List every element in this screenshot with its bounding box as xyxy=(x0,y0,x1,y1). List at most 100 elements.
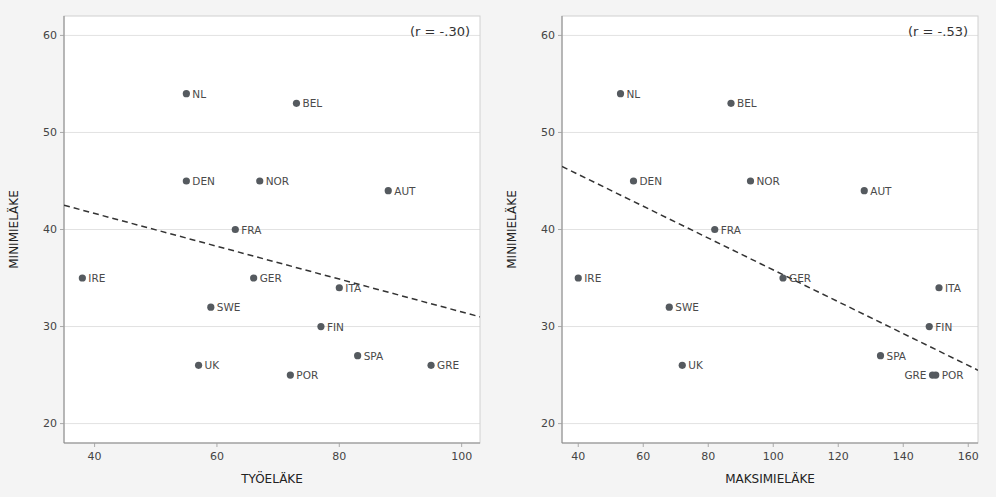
x-axis-line xyxy=(64,443,480,444)
point xyxy=(926,323,933,330)
x-tick-label: 100 xyxy=(763,450,784,463)
panel: 2030405060406080100120140160(r = -.53)IR… xyxy=(504,16,979,486)
point xyxy=(250,274,257,281)
tick-mark xyxy=(643,443,644,447)
point xyxy=(232,226,239,233)
x-axis-label: TYÖELÄKE xyxy=(240,470,303,486)
point-label: GRE xyxy=(437,359,459,371)
point xyxy=(575,274,582,281)
point xyxy=(427,362,434,369)
point-label: UK xyxy=(205,359,221,371)
point-label: SWE xyxy=(675,301,699,313)
point-label: NOR xyxy=(757,175,780,187)
tick-mark xyxy=(339,443,340,447)
tick-mark xyxy=(708,443,709,447)
y-axis-line xyxy=(64,16,65,443)
point xyxy=(336,284,343,291)
point-label: GRE xyxy=(904,369,926,381)
point xyxy=(287,371,294,378)
y-axis-label: MINIMIELÄKE xyxy=(6,190,21,269)
panel: 20 30 40 50 60 40 60 80 100 (r = -.30) IRE NL DEN UK F… xyxy=(6,16,480,486)
correlation-annotation: (r = -.30) xyxy=(410,24,470,39)
point-label: DEN xyxy=(192,175,215,187)
y-tick-label: 30 xyxy=(43,320,57,333)
x-tick-label: 60 xyxy=(210,450,224,463)
point-label: IRE xyxy=(584,272,601,284)
point-label: SWE xyxy=(217,301,241,313)
y-tick-label: 40 xyxy=(43,223,57,236)
grid-line xyxy=(64,423,480,424)
tick-mark xyxy=(60,326,64,327)
grid-line xyxy=(562,229,978,230)
point xyxy=(779,274,786,281)
x-tick-label: 80 xyxy=(332,450,346,463)
point-label: FRA xyxy=(241,224,262,236)
trend-line xyxy=(64,205,480,317)
tick-mark xyxy=(838,443,839,447)
point-label: SPA xyxy=(364,350,384,362)
point xyxy=(877,352,884,359)
point-label: FIN xyxy=(935,321,952,333)
plot-frame xyxy=(562,16,978,443)
tick-mark xyxy=(558,423,562,424)
figure: 20 30 40 50 60 40 60 80 100 (r = -.30) IRE NL DEN UK F… xyxy=(0,0,996,497)
point xyxy=(711,226,718,233)
point-label: POR xyxy=(296,369,318,381)
tick-mark xyxy=(578,443,579,447)
point xyxy=(861,187,868,194)
grid-line xyxy=(562,423,978,424)
point xyxy=(935,284,942,291)
tick-mark xyxy=(558,35,562,36)
x-tick-label: 120 xyxy=(828,450,849,463)
y-tick-label: 60 xyxy=(43,29,57,42)
x-tick-label: 100 xyxy=(451,450,472,463)
point xyxy=(79,274,86,281)
y-tick-label: 50 xyxy=(43,126,57,139)
point-label: UK xyxy=(688,359,704,371)
tick-mark xyxy=(60,423,64,424)
marks xyxy=(64,90,480,379)
y-tick-label: 40 xyxy=(541,223,555,236)
point xyxy=(195,362,202,369)
point xyxy=(747,177,754,184)
grid-line xyxy=(64,326,480,327)
point-label: AUT xyxy=(394,185,416,197)
point-label: NL xyxy=(192,88,206,100)
point-label: BEL xyxy=(302,97,322,109)
tick-mark xyxy=(60,35,64,36)
marks xyxy=(562,90,978,379)
x-tick-label: 40 xyxy=(88,450,102,463)
point-label: POR xyxy=(942,369,964,381)
x-axis-label: MAKSIMIELÄKE xyxy=(725,471,815,486)
point xyxy=(183,177,190,184)
x-tick-label: 40 xyxy=(571,450,585,463)
point-label: IRE xyxy=(88,272,105,284)
tick-mark xyxy=(558,326,562,327)
tick-mark xyxy=(60,132,64,133)
point-labels: IRENLDENUKFRAGERSWEBELNORPORFINITASPAAUT… xyxy=(584,88,963,381)
tick-mark xyxy=(60,229,64,230)
x-tick-label: 60 xyxy=(636,450,650,463)
tick-mark xyxy=(558,132,562,133)
tick-mark xyxy=(216,443,217,447)
y-tick-label: 20 xyxy=(43,417,57,430)
y-axis-line xyxy=(562,16,563,443)
point-label: ITA xyxy=(945,282,962,294)
point-label: ITA xyxy=(345,282,362,294)
tick-mark xyxy=(903,443,904,447)
x-tick-label: 140 xyxy=(893,450,914,463)
point-label: GER xyxy=(789,272,811,284)
point-label: SPA xyxy=(887,350,907,362)
trend-line xyxy=(562,166,978,370)
grid-line xyxy=(64,229,480,230)
point xyxy=(256,177,263,184)
grid-line xyxy=(562,132,978,133)
point xyxy=(929,371,936,378)
tick-mark xyxy=(94,443,95,447)
y-tick-label: 50 xyxy=(541,126,555,139)
y-tick-label: 30 xyxy=(541,320,555,333)
point-label: DEN xyxy=(640,175,663,187)
point-label: BEL xyxy=(737,97,757,109)
point-label: GER xyxy=(260,272,282,284)
point xyxy=(354,352,361,359)
